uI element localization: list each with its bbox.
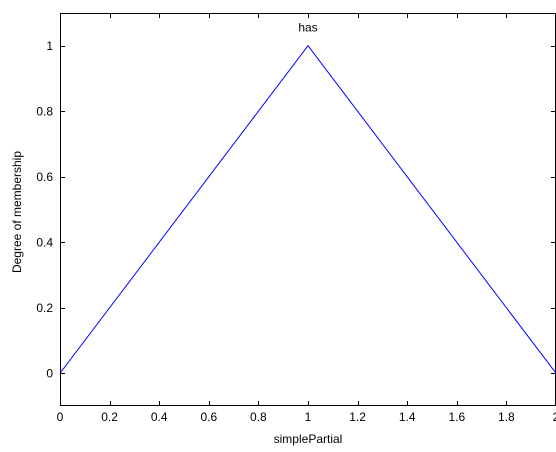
x-tick-label: 0.2 — [101, 410, 118, 424]
x-tick-label: 2 — [553, 410, 556, 424]
x-tick-label: 0.6 — [200, 410, 217, 424]
x-tick-label: 1.6 — [448, 410, 465, 424]
x-tick-label: 1.4 — [399, 410, 416, 424]
series-layer — [59, 44, 556, 374]
y-tick-label: 0.2 — [36, 301, 53, 315]
x-tick-label: 0 — [57, 410, 64, 424]
x-tick-label: 0.4 — [151, 410, 168, 424]
x-axis-ticks: 0 0.2 0.4 0.6 0.8 1 1.2 1.4 1.6 1.8 2 — [57, 13, 556, 424]
series-line-has — [59, 44, 556, 374]
x-axis-label: simplePartial — [274, 432, 343, 446]
x-tick-label: 1.8 — [498, 410, 515, 424]
y-tick-label: 1 — [46, 39, 53, 53]
y-tick-label: 0 — [46, 366, 53, 380]
series-label-has: has — [298, 20, 317, 34]
plot-area — [60, 13, 556, 406]
y-axis-label: Degree of membership — [10, 151, 24, 273]
y-tick-label: 0.6 — [36, 170, 53, 184]
x-tick-label: 1.2 — [349, 410, 366, 424]
y-tick-label: 0.4 — [36, 235, 53, 249]
x-tick-label: 0.8 — [250, 410, 267, 424]
y-axis-ticks: 0 0.2 0.4 0.6 0.8 1 — [36, 39, 556, 380]
y-tick-label: 0.8 — [36, 104, 53, 118]
x-tick-label: 1 — [305, 410, 312, 424]
plot-frame — [60, 13, 556, 406]
